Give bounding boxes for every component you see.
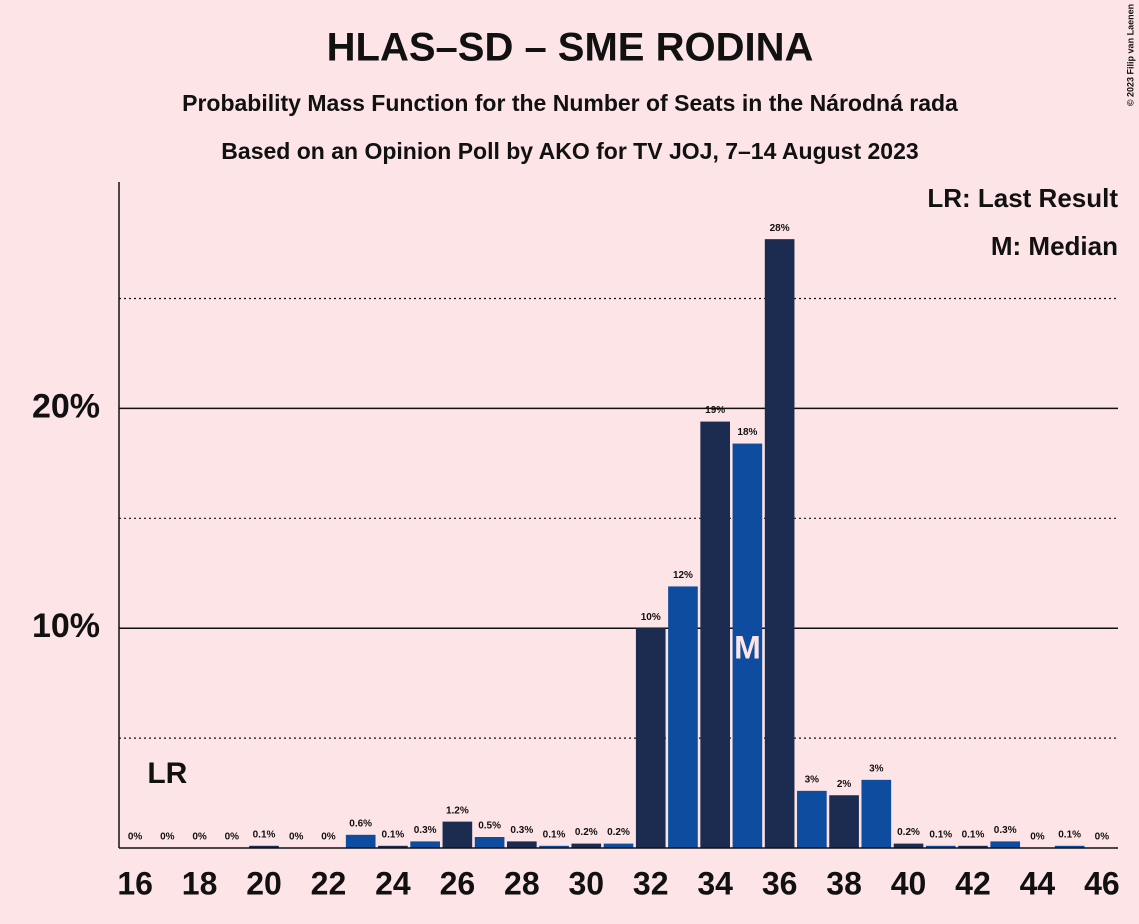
x-tick-label: 46 [1084, 865, 1120, 901]
bar [442, 821, 473, 848]
value-label: 1.2% [446, 805, 469, 816]
chart-subtitle: Based on an Opinion Poll by AKO for TV J… [221, 138, 918, 164]
value-label: 0.2% [607, 827, 630, 838]
x-tick-label: 38 [826, 865, 862, 901]
value-label: 2% [837, 779, 852, 790]
bar [829, 795, 859, 848]
bar [345, 834, 376, 848]
x-tick-label: 22 [311, 865, 347, 901]
bar [474, 837, 505, 848]
value-label: 0% [1030, 832, 1045, 843]
legend-entry: M: Median [991, 231, 1118, 261]
y-tick-label: 10% [32, 607, 100, 645]
value-label: 0.6% [349, 818, 372, 829]
x-tick-label: 26 [440, 865, 476, 901]
value-label: 0% [225, 832, 240, 843]
value-label: 0.1% [543, 829, 566, 840]
value-label: 0.3% [510, 825, 533, 836]
bar [732, 443, 763, 848]
value-label: 0.5% [478, 821, 501, 832]
value-label: 0% [160, 832, 175, 843]
value-label: 0.2% [575, 827, 598, 838]
chart-title: HLAS–SD – SME RODINA [327, 26, 814, 70]
bar [764, 239, 795, 849]
bar [635, 628, 666, 848]
value-label: 0.1% [962, 829, 985, 840]
median-marker: M [734, 629, 761, 665]
bar [506, 841, 537, 848]
last-result-marker: LR [147, 757, 187, 790]
bar [378, 845, 408, 848]
x-tick-label: 20 [246, 865, 282, 901]
x-tick-label: 34 [697, 865, 733, 901]
x-tick-label: 24 [375, 865, 411, 901]
y-tick-label: 20% [32, 387, 100, 425]
value-label: 0% [192, 832, 207, 843]
copyright: © 2023 Filip van Laenen [1125, 4, 1135, 106]
value-label: 28% [770, 223, 790, 234]
bar [539, 845, 569, 848]
value-label: 12% [673, 570, 693, 581]
value-label: 0.3% [994, 825, 1017, 836]
value-label: 19% [705, 405, 725, 416]
bar [700, 421, 731, 848]
bar [958, 845, 988, 848]
bar [893, 843, 924, 848]
x-tick-label: 16 [117, 865, 153, 901]
x-tick-label: 36 [762, 865, 798, 901]
x-tick-label: 44 [1020, 865, 1056, 901]
x-tick-label: 18 [182, 865, 218, 901]
bar [249, 845, 279, 848]
bar [668, 586, 698, 848]
value-label: 18% [737, 427, 757, 438]
bar [925, 845, 956, 848]
value-label: 0% [128, 832, 143, 843]
value-label: 0% [321, 832, 336, 843]
bar [1054, 845, 1085, 848]
value-label: 10% [641, 612, 661, 623]
value-label: 0.3% [414, 825, 437, 836]
value-label: 0.1% [382, 829, 405, 840]
bar [990, 841, 1021, 848]
chart-subtitle: Probability Mass Function for the Number… [182, 90, 958, 116]
bar [603, 843, 634, 848]
value-label: 3% [869, 764, 884, 775]
value-label: 0.1% [253, 829, 276, 840]
value-label: 0.2% [897, 827, 920, 838]
bar [410, 841, 440, 848]
value-label: 0.1% [929, 829, 952, 840]
value-label: 0% [1095, 832, 1110, 843]
x-tick-label: 32 [633, 865, 669, 901]
bar [571, 843, 602, 848]
x-tick-label: 28 [504, 865, 540, 901]
x-tick-label: 42 [955, 865, 991, 901]
value-label: 0% [289, 832, 304, 843]
bar [797, 790, 827, 848]
x-tick-label: 30 [568, 865, 604, 901]
value-label: 0.1% [1058, 829, 1081, 840]
bar [861, 779, 892, 848]
value-label: 3% [805, 774, 820, 785]
legend-entry: LR: Last Result [927, 183, 1118, 213]
x-tick-label: 40 [891, 865, 927, 901]
